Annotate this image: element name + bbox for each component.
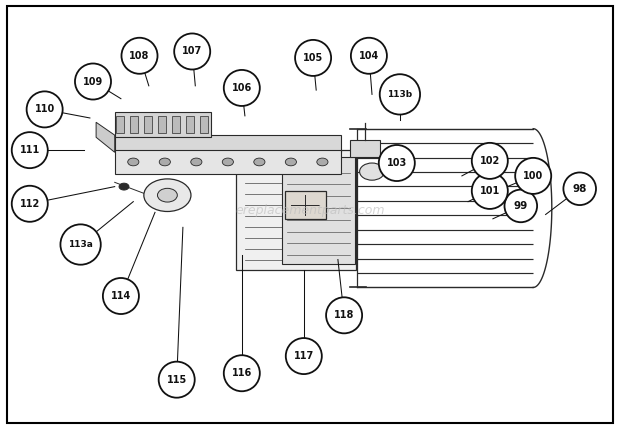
Bar xyxy=(350,140,380,157)
Ellipse shape xyxy=(12,132,48,168)
Text: 111: 111 xyxy=(20,145,40,155)
Text: 113a: 113a xyxy=(68,240,93,249)
Bar xyxy=(144,116,152,133)
Ellipse shape xyxy=(505,190,537,222)
Ellipse shape xyxy=(122,38,157,74)
Circle shape xyxy=(285,158,296,166)
Circle shape xyxy=(317,158,328,166)
Polygon shape xyxy=(96,122,115,152)
Text: 107: 107 xyxy=(182,46,202,57)
Bar xyxy=(115,112,211,137)
Ellipse shape xyxy=(472,173,508,209)
Ellipse shape xyxy=(174,33,210,69)
Ellipse shape xyxy=(224,70,260,106)
Ellipse shape xyxy=(12,186,48,222)
Text: 109: 109 xyxy=(83,76,103,87)
Text: 116: 116 xyxy=(232,368,252,378)
Text: 106: 106 xyxy=(232,83,252,93)
Ellipse shape xyxy=(27,91,63,127)
Text: ereplacementparts.com: ereplacementparts.com xyxy=(235,204,385,217)
Circle shape xyxy=(157,188,177,202)
Text: 105: 105 xyxy=(303,53,323,63)
Ellipse shape xyxy=(295,40,331,76)
Text: 98: 98 xyxy=(572,184,587,194)
Bar xyxy=(172,116,180,133)
Circle shape xyxy=(222,158,233,166)
Text: 113b: 113b xyxy=(388,90,412,99)
Circle shape xyxy=(254,158,265,166)
Ellipse shape xyxy=(60,224,101,265)
Bar xyxy=(157,116,166,133)
Circle shape xyxy=(159,158,170,166)
Bar xyxy=(115,135,341,152)
Text: 99: 99 xyxy=(514,201,528,211)
Circle shape xyxy=(128,158,139,166)
Text: 103: 103 xyxy=(387,158,407,168)
Bar xyxy=(116,116,124,133)
Ellipse shape xyxy=(103,278,139,314)
Circle shape xyxy=(119,183,129,190)
Ellipse shape xyxy=(159,362,195,398)
Text: 100: 100 xyxy=(523,171,543,181)
Text: 112: 112 xyxy=(20,199,40,209)
Text: 102: 102 xyxy=(480,156,500,166)
Text: 110: 110 xyxy=(35,104,55,115)
Ellipse shape xyxy=(286,338,322,374)
Ellipse shape xyxy=(472,143,508,179)
Bar xyxy=(186,116,193,133)
Bar xyxy=(236,150,356,270)
Ellipse shape xyxy=(326,297,362,333)
Ellipse shape xyxy=(75,63,111,100)
Circle shape xyxy=(144,179,191,211)
Bar xyxy=(285,191,326,219)
Ellipse shape xyxy=(224,355,260,391)
Ellipse shape xyxy=(351,38,387,74)
Ellipse shape xyxy=(564,172,596,205)
Text: 104: 104 xyxy=(359,51,379,61)
Circle shape xyxy=(360,163,384,180)
Bar xyxy=(130,116,138,133)
Circle shape xyxy=(191,158,202,166)
Bar xyxy=(282,157,355,264)
Text: 115: 115 xyxy=(167,375,187,385)
Ellipse shape xyxy=(379,145,415,181)
Bar xyxy=(115,150,341,174)
Text: 108: 108 xyxy=(130,51,149,61)
Text: 117: 117 xyxy=(294,351,314,361)
Ellipse shape xyxy=(379,74,420,115)
Text: 114: 114 xyxy=(111,291,131,301)
Bar xyxy=(200,116,208,133)
Text: 118: 118 xyxy=(334,310,354,320)
Ellipse shape xyxy=(515,158,551,194)
Text: 101: 101 xyxy=(480,186,500,196)
